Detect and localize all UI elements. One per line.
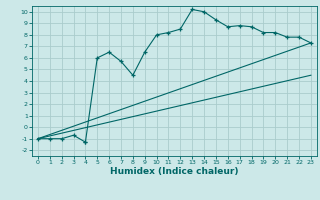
X-axis label: Humidex (Indice chaleur): Humidex (Indice chaleur) [110,167,239,176]
